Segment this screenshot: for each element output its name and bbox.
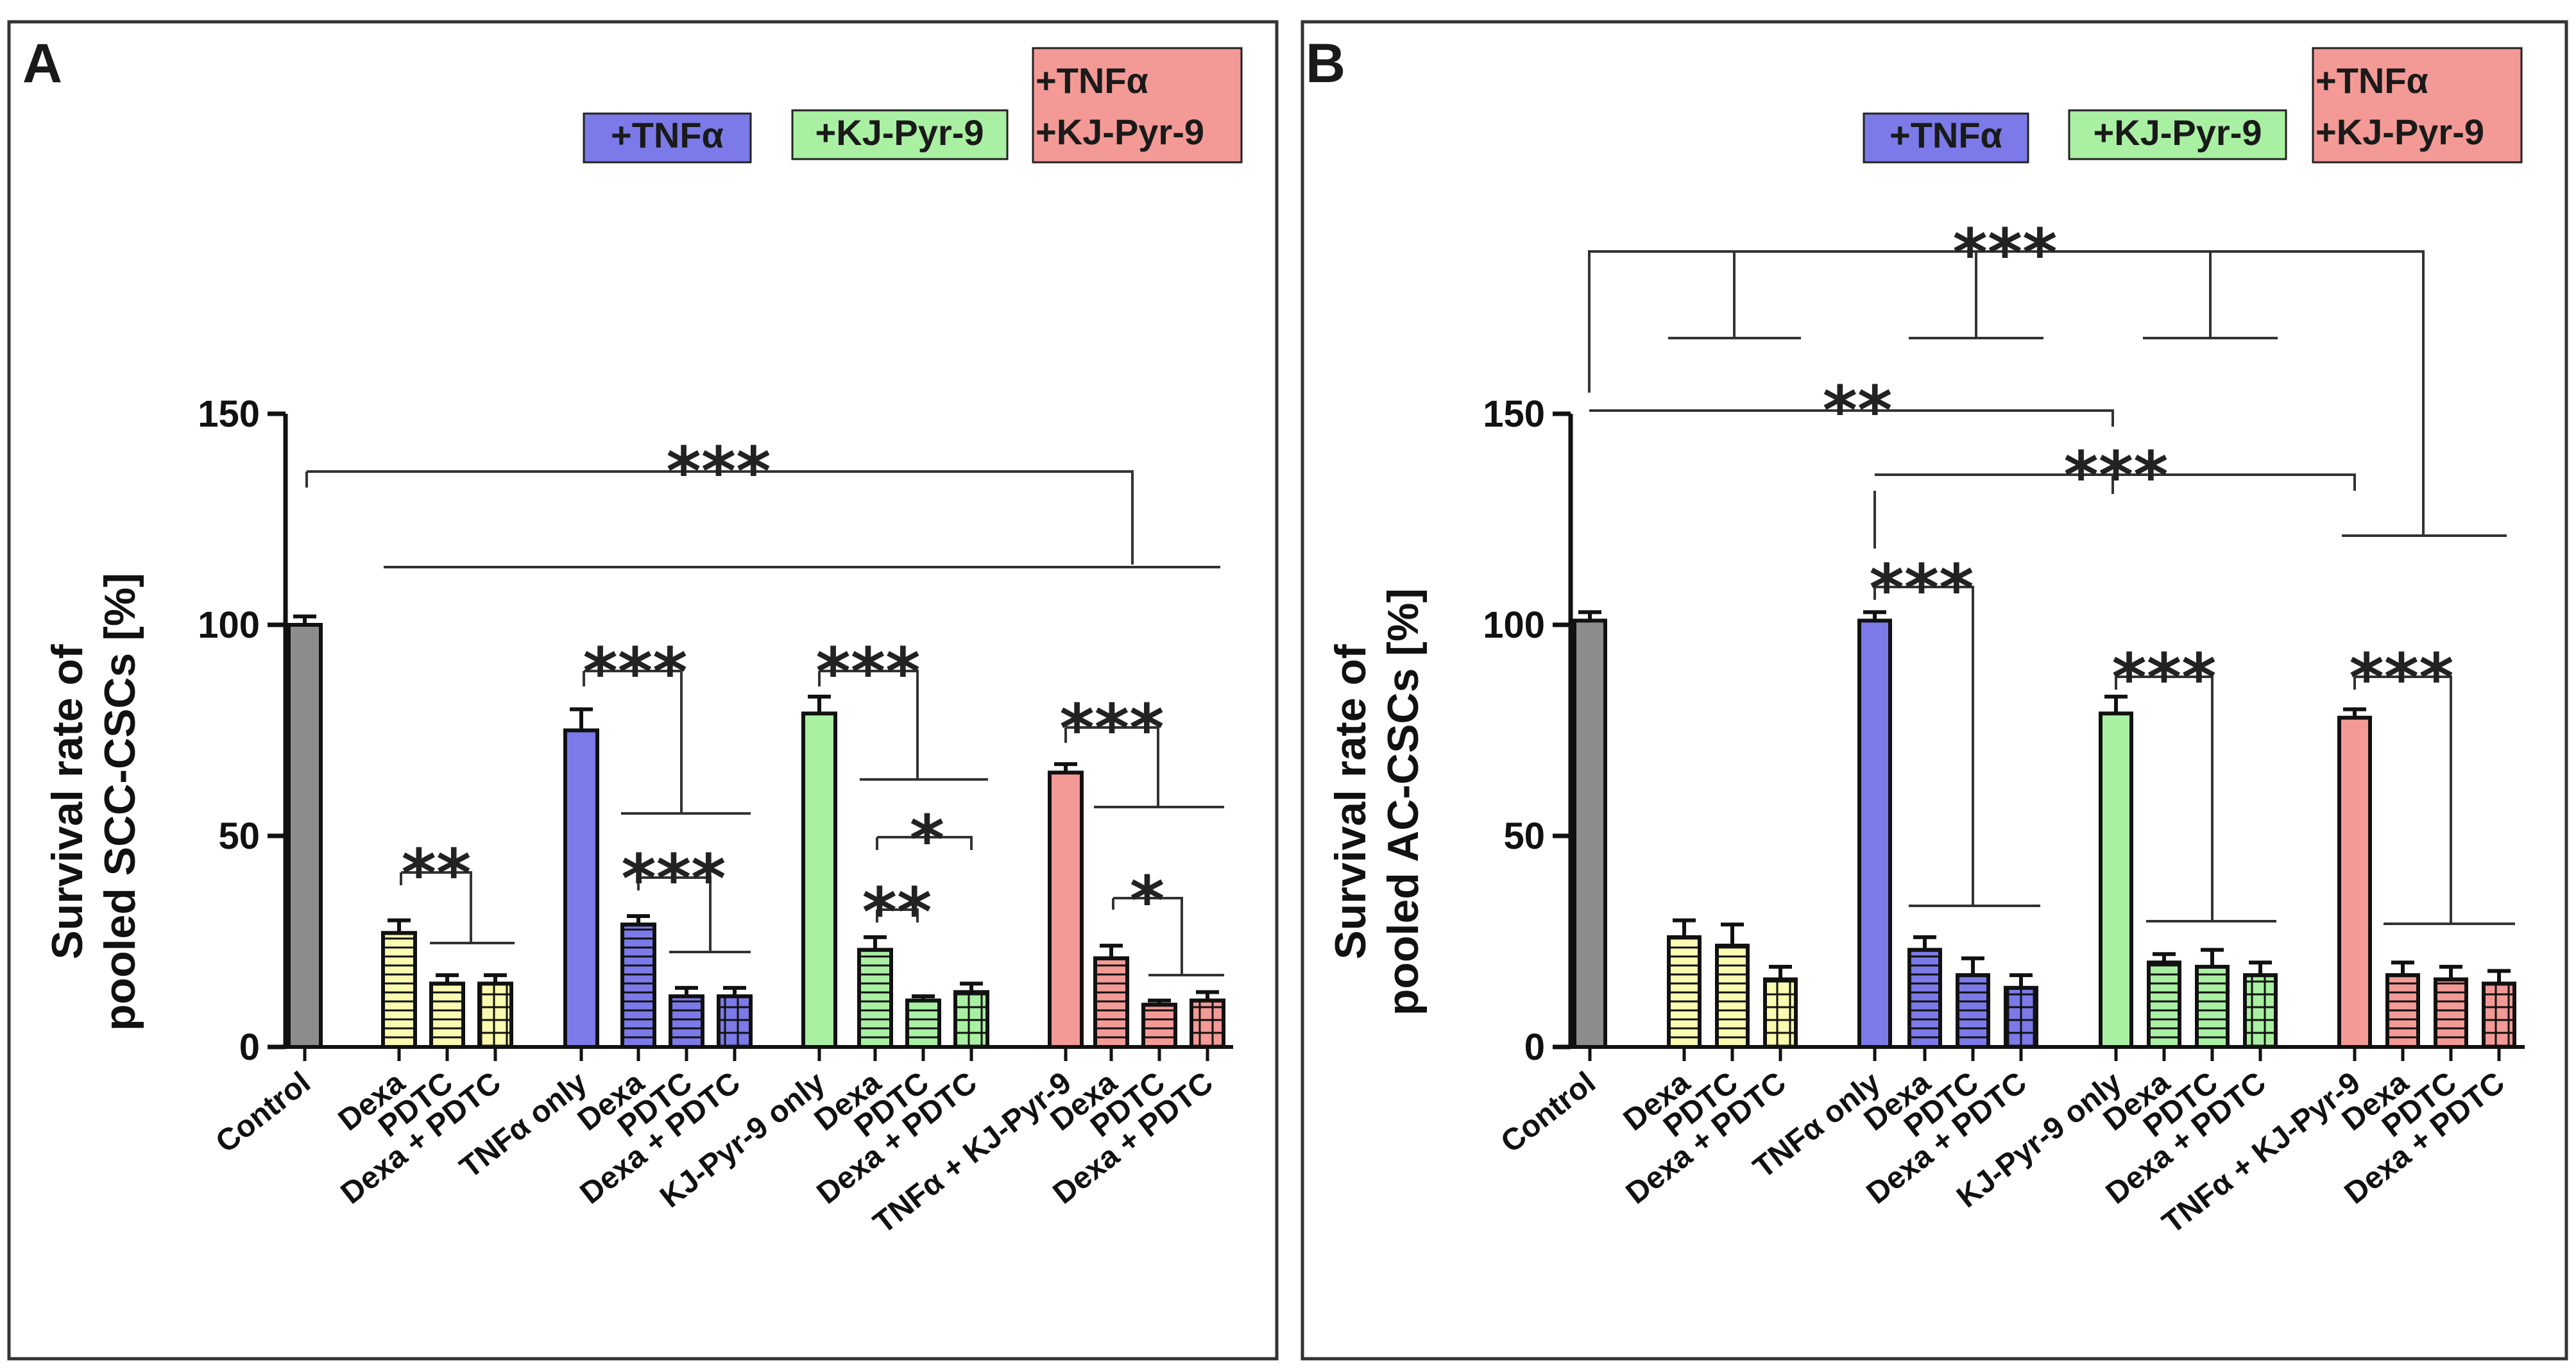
- significance-label: ***: [1059, 690, 1164, 768]
- y-tick-label: 150: [198, 393, 260, 435]
- bar: [1573, 618, 1607, 1049]
- significance-label: **: [402, 835, 472, 913]
- bar-pattern: [953, 990, 989, 1049]
- bar-pattern: [2147, 960, 2181, 1050]
- significance-label: ***: [1869, 550, 1974, 628]
- panel-b-frame: [1301, 20, 2568, 1361]
- significance-label: **: [1823, 371, 1893, 450]
- significance-bracket: [877, 908, 919, 923]
- panel-a-frame: [7, 20, 1279, 1361]
- bar: [287, 623, 323, 1049]
- bar-pattern: [2195, 964, 2230, 1049]
- bar-pattern: [429, 982, 465, 1050]
- y-tick-label: 150: [1483, 393, 1545, 435]
- significance-bracket: [877, 836, 973, 850]
- legend-label: +KJ-Pyr-9: [815, 112, 984, 153]
- bar-pattern: [905, 998, 941, 1049]
- bar: [1857, 618, 1892, 1049]
- significance-bracket: [2116, 676, 2213, 921]
- significance-label: ***: [666, 432, 771, 511]
- bar-pattern: [477, 982, 513, 1050]
- significance-bracket: [638, 876, 712, 952]
- y-axis-label: pooled SCC-CSCs [%]: [96, 573, 144, 1031]
- y-tick-label: 0: [1524, 1026, 1545, 1068]
- y-axis-label: pooled AC-CSCs [%]: [1379, 588, 1428, 1016]
- panel-a-letter: A: [22, 33, 62, 94]
- significance-bracket: [1066, 726, 1159, 807]
- bar-pattern: [1667, 935, 1702, 1050]
- legend-label: +KJ-Pyr-9: [2093, 112, 2262, 153]
- significance-label: ***: [1952, 214, 2057, 293]
- panel-b-letter: B: [1306, 33, 1345, 94]
- significance-label: **: [862, 873, 932, 951]
- significance-label: ***: [2349, 639, 2453, 717]
- bar-pattern: [1763, 977, 1798, 1049]
- significance-label: ***: [583, 633, 687, 711]
- bar-pattern: [381, 931, 417, 1049]
- significance-label: *: [910, 801, 944, 879]
- y-tick-label: 100: [198, 604, 260, 646]
- bar-pattern: [1141, 1003, 1177, 1049]
- significance-bracket: [1589, 409, 2114, 427]
- bar: [563, 728, 599, 1049]
- bar-pattern: [1907, 948, 1942, 1050]
- x-tick-label: Control: [210, 1066, 317, 1160]
- legend-box: [2312, 47, 2523, 164]
- significance-label: *: [1130, 862, 1164, 940]
- legend-label: +KJ-Pyr-9: [1036, 112, 1204, 152]
- legend-label: +TNFα: [1889, 115, 2002, 155]
- significance-bracket: [307, 470, 1134, 565]
- legend-box: [583, 112, 752, 164]
- bar-pattern: [1956, 973, 1990, 1050]
- bar-pattern: [717, 994, 753, 1050]
- bar: [2337, 715, 2372, 1049]
- bar-pattern: [2004, 985, 2038, 1050]
- y-axis-label: Survival rate of: [43, 644, 92, 960]
- bar: [1048, 770, 1084, 1050]
- bar-pattern: [2385, 973, 2420, 1050]
- bar: [801, 711, 837, 1050]
- significance-bracket: [1588, 250, 2425, 536]
- y-axis-label: Survival rate of: [1326, 644, 1375, 960]
- legend-label: +KJ-Pyr-9: [2316, 112, 2484, 152]
- significance-bracket: [1875, 586, 1974, 906]
- significance-label: ***: [2063, 437, 2168, 515]
- x-tick-label: Control: [1495, 1066, 1602, 1160]
- y-tick-label: 50: [1503, 815, 1545, 857]
- significance-bracket: [584, 670, 683, 813]
- significance-label: ***: [815, 633, 920, 711]
- legend-box: [1863, 112, 2029, 164]
- bar-pattern: [1093, 956, 1129, 1049]
- bar-pattern: [857, 948, 893, 1050]
- significance-bracket: [1875, 473, 2356, 491]
- significance-label: ***: [2111, 639, 2216, 717]
- legend-label: +TNFα: [611, 115, 724, 155]
- legend-label: +TNFα: [2316, 60, 2428, 101]
- bar-pattern: [2482, 982, 2516, 1050]
- y-tick-label: 100: [1483, 604, 1545, 646]
- bar-pattern: [2243, 973, 2278, 1050]
- bar-pattern: [2434, 977, 2468, 1049]
- bar-pattern: [1190, 998, 1225, 1049]
- y-tick-label: 0: [239, 1026, 260, 1068]
- legend-box: [791, 109, 1009, 160]
- significance-bracket: [819, 670, 919, 779]
- legend-label: +TNFα: [1036, 60, 1148, 101]
- legend-box: [1032, 47, 1243, 164]
- legend-box: [2068, 109, 2287, 160]
- bar-pattern: [669, 994, 704, 1050]
- significance-bracket: [2355, 676, 2452, 924]
- bar-pattern: [1715, 944, 1750, 1049]
- significance-label: ***: [621, 840, 726, 918]
- bar: [2099, 711, 2133, 1050]
- bar-pattern: [620, 923, 656, 1050]
- significance-bracket: [401, 871, 472, 943]
- y-tick-label: 50: [218, 815, 260, 857]
- significance-bracket: [1113, 897, 1183, 975]
